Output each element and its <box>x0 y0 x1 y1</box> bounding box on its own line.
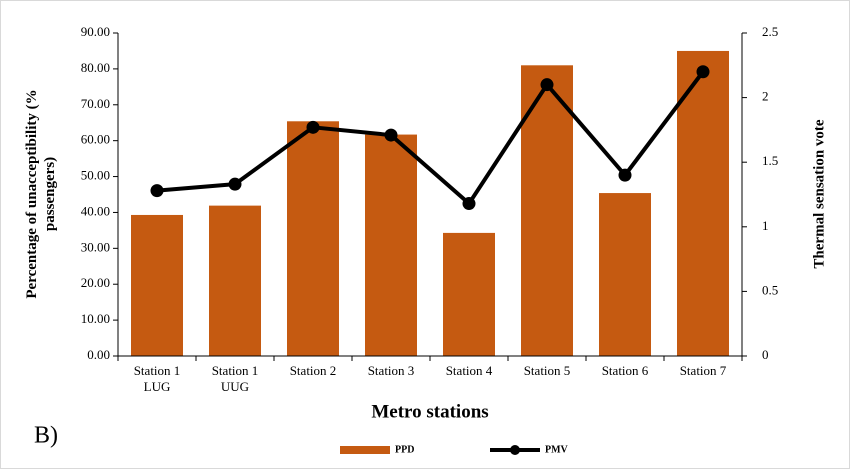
y-tick-label: 40.00 <box>81 203 110 218</box>
y2-tick-label: 2.5 <box>762 24 778 39</box>
y-tick-label: 50.00 <box>81 168 110 183</box>
marker <box>228 177 242 191</box>
y-tick-label: 70.00 <box>81 96 110 111</box>
marker <box>462 197 476 211</box>
x-tick-label: Station 4 <box>446 363 493 378</box>
y-tick-label: 90.00 <box>81 24 110 39</box>
y2-tick-label: 2 <box>762 89 769 104</box>
y-tick-label: 80.00 <box>81 60 110 75</box>
y2-tick-label: 1 <box>762 218 769 233</box>
x-tick-label: Station 1 UUG <box>212 363 259 394</box>
legend-label: PPD <box>395 444 414 455</box>
x-tick-label: Station 7 <box>680 363 727 378</box>
marker <box>384 128 398 142</box>
panel-label: B) <box>34 423 58 449</box>
legend-marker <box>510 445 520 455</box>
x-tick-label: Station 5 <box>524 363 571 378</box>
marker <box>618 168 632 182</box>
x-axis-title: Metro stations <box>371 401 488 422</box>
y-tick-label: 0.00 <box>87 347 110 362</box>
legend-label: PMV <box>545 444 569 455</box>
x-tick-label: Station 3 <box>368 363 415 378</box>
y-tick-label: 20.00 <box>81 275 110 290</box>
y-tick-label: 10.00 <box>81 311 110 326</box>
y-tick-label: 60.00 <box>81 132 110 147</box>
bar <box>443 232 495 356</box>
legend-swatch <box>340 446 390 454</box>
y-axis-title: Percentage of unacceptibility (% passenge… <box>24 89 58 298</box>
y2-tick-label: 0 <box>762 347 769 362</box>
bar <box>209 205 261 356</box>
bar <box>365 134 417 356</box>
bar <box>677 50 729 356</box>
x-tick-label: Station 1 LUG <box>134 363 181 394</box>
bar <box>599 193 651 356</box>
y-tick-label: 30.00 <box>81 239 110 254</box>
marker <box>540 78 554 92</box>
y2-tick-label: 1.5 <box>762 153 778 168</box>
y2-axis-title: Thermal sensation vote <box>811 119 827 269</box>
marker <box>306 120 320 134</box>
bar <box>287 121 339 356</box>
x-tick-label: Station 2 <box>290 363 337 378</box>
x-tick-label: Station 6 <box>602 363 649 378</box>
y2-tick-label: 0.5 <box>762 282 778 297</box>
line <box>156 70 705 206</box>
bar <box>131 214 183 356</box>
marker <box>696 65 710 79</box>
marker <box>150 184 164 198</box>
